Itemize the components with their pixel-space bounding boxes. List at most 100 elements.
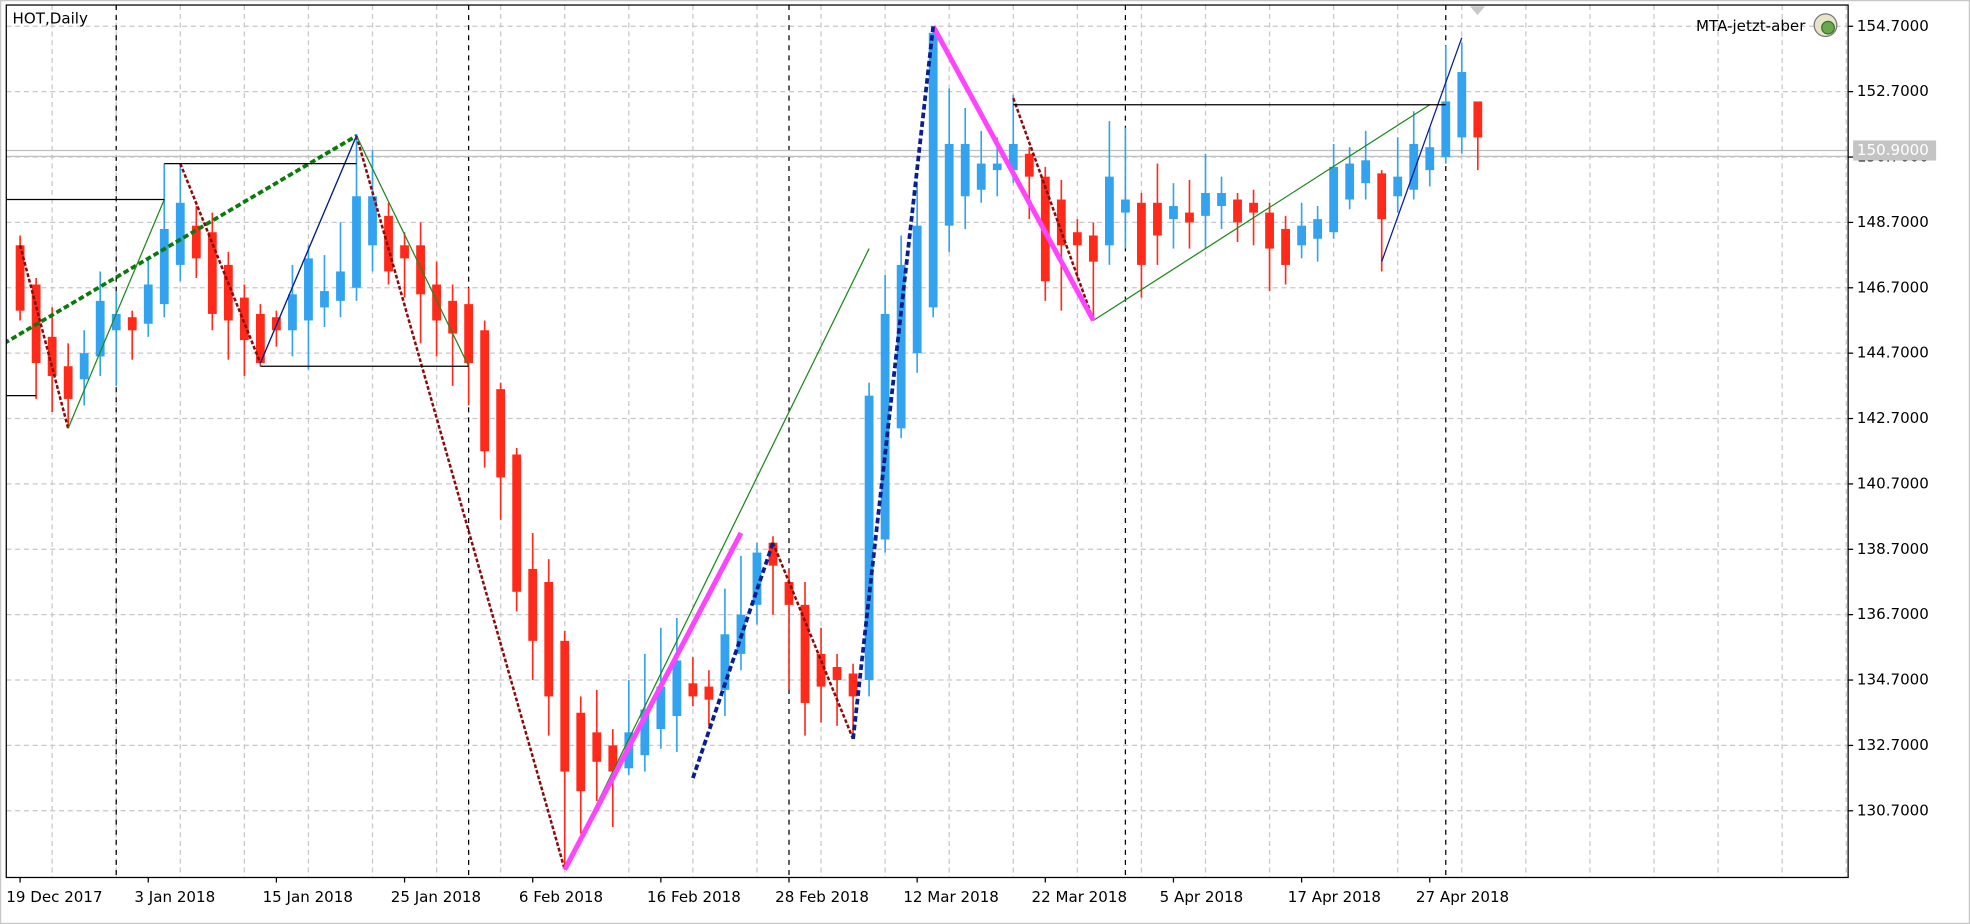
candle-body: [47, 336, 57, 377]
x-tick-label: 12 Mar 2018: [903, 888, 999, 906]
y-tick-label: 136.7000: [1857, 605, 1929, 623]
overlay-line: [6, 134, 358, 345]
candle-body: [768, 542, 778, 566]
x-tick-label: 27 Apr 2018: [1416, 888, 1509, 906]
y-tick-label: 144.7000: [1857, 344, 1929, 362]
candle-body: [1185, 212, 1194, 223]
candle-body: [928, 32, 938, 308]
x-tick-label: 6 Feb 2018: [519, 888, 603, 906]
y-tick-label: 142.7000: [1857, 409, 1929, 427]
price-label: 150.9000: [1857, 141, 1929, 159]
shift-marker: [1469, 6, 1486, 16]
y-tick-label: 140.7000: [1857, 474, 1929, 492]
overlay-line: [67, 104, 1431, 870]
candle-body: [688, 683, 698, 697]
candle-body: [1088, 235, 1098, 262]
price-label-box: [1853, 140, 1937, 161]
x-tick-label: 22 Mar 2018: [1031, 888, 1127, 906]
candle-body: [207, 232, 217, 314]
candle-body: [320, 291, 329, 308]
overlay-line: [6, 104, 1446, 397]
candle-body: [1169, 206, 1178, 220]
y-tick-label: 146.7000: [1857, 278, 1929, 296]
candle-body: [656, 686, 666, 730]
candle-body: [336, 271, 345, 301]
candle-body: [1217, 192, 1226, 207]
y-tick-label: 130.7000: [1857, 801, 1929, 819]
candle-body: [1377, 173, 1387, 220]
candle-body: [944, 143, 954, 226]
candle-body: [79, 353, 89, 380]
candle-body: [368, 196, 377, 246]
x-tick-label: 16 Feb 2018: [647, 888, 741, 906]
candle-body: [1072, 232, 1082, 246]
overlay-line: [691, 26, 936, 779]
overlay-line: [562, 25, 1096, 871]
candle-body: [704, 686, 714, 700]
candle-body: [496, 389, 506, 478]
candle-body: [1249, 202, 1258, 213]
y-tick-label: 132.7000: [1857, 736, 1929, 754]
candle-body: [1329, 166, 1339, 233]
candle-body: [1056, 199, 1066, 246]
candle-body: [512, 454, 522, 592]
candle-body: [1425, 147, 1435, 171]
candle-body: [1153, 202, 1162, 236]
candle-body: [720, 634, 730, 690]
candle-body: [960, 143, 970, 197]
candle-body: [832, 666, 842, 681]
candle-body: [384, 215, 393, 272]
candle-body: [288, 294, 297, 331]
candle-body: [63, 366, 73, 399]
x-tick-label: 17 Apr 2018: [1288, 888, 1381, 906]
candle-body: [560, 640, 570, 772]
candle-body: [816, 653, 826, 687]
chart-title: HOT,Daily: [13, 9, 88, 27]
candle-body: [223, 264, 233, 321]
y-tick-label: 154.7000: [1857, 17, 1929, 35]
candle-body: [880, 313, 890, 540]
candle-body: [159, 228, 169, 305]
candle-body: [640, 709, 650, 756]
candle-body: [800, 604, 810, 703]
candle-body: [1361, 160, 1371, 184]
candle-body: [1233, 199, 1242, 223]
candle-body: [1024, 153, 1034, 177]
overlay-line: [18, 97, 1095, 870]
candle-body: [752, 552, 762, 605]
candle-body: [448, 300, 458, 334]
candle-body: [1008, 143, 1018, 171]
candle-body: [1473, 101, 1483, 138]
candle-body: [1345, 163, 1355, 200]
candle-body: [528, 568, 538, 641]
candle-body: [1265, 212, 1274, 249]
candle-body: [1297, 225, 1307, 246]
candle-body: [608, 745, 618, 772]
candle-body: [1457, 72, 1467, 138]
candle-body: [672, 660, 682, 717]
candle-body: [784, 581, 794, 605]
plot-frame: [5, 4, 1849, 879]
icon-core: [1821, 20, 1835, 35]
candle-body: [432, 284, 441, 321]
candle-body: [480, 330, 490, 452]
candle-body: [464, 304, 474, 363]
candle-body: [1104, 176, 1114, 246]
candle-body: [143, 284, 153, 324]
x-tick-label: 19 Dec 2017: [6, 888, 102, 906]
candle-body: [239, 297, 249, 341]
x-tick-label: 3 Jan 2018: [134, 888, 215, 906]
x-tick-label: 28 Feb 2018: [775, 888, 869, 906]
y-tick-label: 134.7000: [1857, 671, 1929, 689]
x-tick-label: 5 Apr 2018: [1160, 888, 1244, 906]
candle-body: [304, 258, 313, 321]
overlay-line: [259, 37, 1463, 364]
candle-body: [896, 264, 906, 429]
candle-body: [191, 225, 201, 259]
candle-body: [864, 395, 874, 681]
y-tick-label: 148.7000: [1857, 213, 1929, 231]
candle-body: [544, 581, 554, 697]
candle-body: [15, 245, 25, 311]
